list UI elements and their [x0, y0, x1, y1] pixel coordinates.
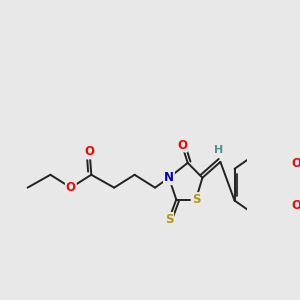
Text: O: O: [291, 199, 300, 212]
Text: O: O: [177, 139, 187, 152]
Text: S: S: [165, 213, 173, 226]
Text: O: O: [85, 146, 95, 158]
Text: O: O: [66, 181, 76, 194]
Text: N: N: [164, 171, 174, 184]
Text: O: O: [291, 158, 300, 170]
Text: S: S: [192, 193, 200, 206]
Text: H: H: [214, 145, 224, 155]
